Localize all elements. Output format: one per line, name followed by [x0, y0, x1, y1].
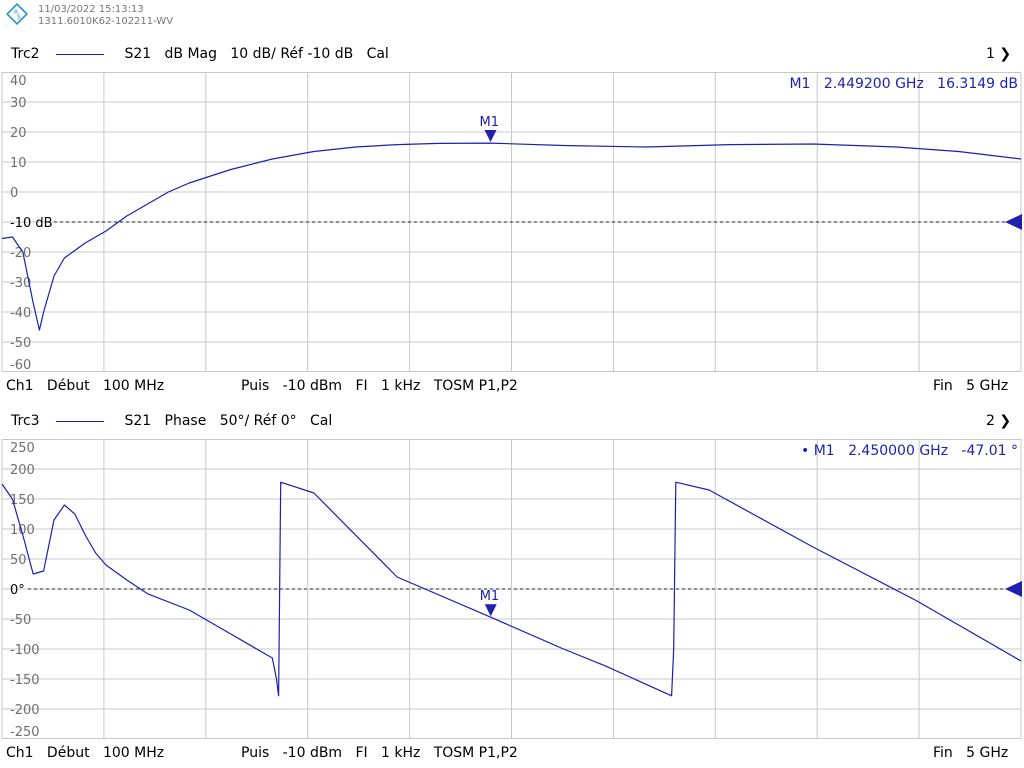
- ref-level-arrow-icon: [1005, 214, 1022, 230]
- chevron-right-icon: ❯: [999, 46, 1012, 62]
- footer-start-value[interactable]: 100 MHz: [102, 378, 165, 394]
- trace3-header[interactable]: Trc3 S21 Phase 50°/ Réf 0° Cal: [11, 411, 1021, 431]
- footer-power-value[interactable]: -10 dBm: [282, 745, 343, 761]
- svg-text:R: R: [14, 9, 18, 16]
- phase-chart[interactable]: 250 200 150 100 50 0° -50 -100 -150 -200 -250 M1: [0, 439, 1024, 739]
- footer-cal-type[interactable]: TOSM P1,P2: [433, 745, 518, 761]
- phase-y-tick-label: 150: [10, 493, 35, 508]
- phase-y-tick-label: 100: [10, 523, 35, 538]
- footer-cal-type[interactable]: TOSM P1,P2: [433, 378, 518, 394]
- phase-y-tick-label: 200: [10, 463, 35, 478]
- footer-start-label: Début: [46, 745, 90, 761]
- footer-channel: Ch1: [6, 378, 34, 394]
- marker-readout-name: M1: [813, 443, 835, 459]
- trace3-ref[interactable]: Réf 0°: [253, 413, 297, 429]
- phase-y-tick-label: -200: [10, 703, 40, 718]
- instrument-id-label: 1311.6010K62-102211-WV: [38, 16, 174, 27]
- phase-y-tick-label: 50: [10, 553, 27, 568]
- mag-y-tick-label: -30: [10, 276, 31, 291]
- phase-y-tick-label: -250: [10, 725, 40, 739]
- footer-start-value[interactable]: 100 MHz: [102, 745, 165, 761]
- mag-y-tick-label: 20: [10, 126, 27, 141]
- trace2-cal[interactable]: Cal: [366, 46, 389, 62]
- channel-footer-2-stop[interactable]: Fin 5 GHz: [933, 743, 1008, 763]
- magnitude-chart[interactable]: 40 30 20 10 0 -10 dB -20 -30 -40 -50 -60 M1: [0, 72, 1024, 372]
- channel-footer-2-settings[interactable]: Puis -10 dBm FI 1 kHz TOSM P1,P2: [241, 743, 518, 763]
- phase-y-tick-label: -150: [10, 673, 40, 688]
- channel-2-label: 2: [986, 413, 995, 429]
- trace2-name[interactable]: Trc2: [11, 46, 40, 62]
- mag-y-tick-label: 40: [10, 74, 27, 89]
- footer-stop-value[interactable]: 5 GHz: [966, 378, 1009, 394]
- channel-footer-1-stop[interactable]: Fin 5 GHz: [933, 376, 1008, 396]
- phase-y-tick-label: -50: [10, 613, 31, 628]
- ref-level-arrow-icon: [1005, 581, 1022, 597]
- mag-y-tick-label: -10 dB: [10, 216, 53, 231]
- mag-y-tick-label: 30: [10, 96, 27, 111]
- trace3-scale[interactable]: 50°/: [219, 413, 250, 429]
- footer-channel: Ch1: [6, 745, 34, 761]
- trace3-marker-readout: • M1 2.450000 GHz -47.01 °: [700, 443, 1018, 459]
- trace2-header[interactable]: Trc2 S21 dB Mag 10 dB/ Réf -10 dB Cal: [11, 44, 1021, 64]
- mag-trace-line: [1, 142, 1022, 331]
- trace3-legend-line: [56, 420, 104, 422]
- footer-if-label: FI: [355, 745, 368, 761]
- mag-y-tick-label: 10: [10, 156, 27, 171]
- marker-active-bullet-icon: •: [800, 443, 810, 459]
- phase-y-tick-label: -100: [10, 643, 40, 658]
- trace2-scale[interactable]: 10 dB/: [230, 46, 276, 62]
- phase-y-tick-label: 0°: [10, 583, 25, 598]
- footer-power-label: Puis: [241, 378, 270, 394]
- mag-y-tick-label: -20: [10, 246, 31, 261]
- phase-y-tick-label: 250: [10, 441, 35, 456]
- mag-marker-label: M1: [480, 115, 500, 130]
- marker-readout-freq: 2.450000 GHz: [848, 443, 949, 459]
- trace3-format[interactable]: Phase: [164, 413, 207, 429]
- footer-power-value[interactable]: -10 dBm: [282, 378, 343, 394]
- trace2-param[interactable]: S21: [124, 46, 152, 62]
- mag-y-tick-label: -50: [10, 336, 31, 351]
- footer-stop-label: Fin: [933, 378, 953, 394]
- footer-power-label: Puis: [241, 745, 270, 761]
- trace2-legend-line: [56, 53, 104, 55]
- footer-start-label: Début: [46, 378, 90, 394]
- trace3-name[interactable]: Trc3: [11, 413, 40, 429]
- footer-stop-value[interactable]: 5 GHz: [966, 745, 1009, 761]
- mag-y-tick-label: -60: [10, 358, 31, 372]
- marker-readout-value: 16.3149 dB: [937, 76, 1018, 92]
- trace2-ref[interactable]: Réf -10 dB: [280, 46, 354, 62]
- footer-if-value[interactable]: 1 kHz: [380, 378, 421, 394]
- footer-if-value[interactable]: 1 kHz: [380, 745, 421, 761]
- footer-stop-label: Fin: [933, 745, 953, 761]
- channel-1-label: 1: [986, 46, 995, 62]
- trace2-marker-readout: M1 2.449200 GHz 16.3149 dB: [700, 76, 1018, 92]
- chevron-right-icon: ❯: [999, 413, 1012, 429]
- datetime-label: 11/03/2022 15:13:13: [38, 4, 144, 15]
- trace3-param[interactable]: S21: [124, 413, 152, 429]
- channel-footer-2[interactable]: Ch1 Début 100 MHz: [6, 743, 164, 763]
- marker-readout-freq: 2.449200 GHz: [823, 76, 924, 92]
- trace2-format[interactable]: dB Mag: [164, 46, 218, 62]
- svg-text:S: S: [17, 14, 21, 21]
- channel-footer-1-settings[interactable]: Puis -10 dBm FI 1 kHz TOSM P1,P2: [241, 376, 518, 396]
- marker-triangle-icon: [484, 130, 497, 143]
- mag-y-tick-label: 0: [10, 186, 18, 201]
- footer-if-label: FI: [355, 378, 368, 394]
- marker-triangle-icon: [484, 604, 497, 617]
- channel-footer-1[interactable]: Ch1 Début 100 MHz: [6, 376, 164, 396]
- channel-2-selector[interactable]: 2 ❯: [986, 411, 1011, 431]
- phase-marker-label: M1: [480, 589, 500, 604]
- rohde-schwarz-logo-icon: R S: [6, 3, 28, 25]
- mag-y-tick-label: -40: [10, 306, 31, 321]
- channel-1-selector[interactable]: 1 ❯: [986, 44, 1011, 64]
- marker-readout-name: M1: [789, 76, 811, 92]
- marker-readout-value: -47.01 °: [961, 443, 1018, 459]
- phase-trace-line: [1, 481, 1022, 697]
- trace3-cal[interactable]: Cal: [310, 413, 333, 429]
